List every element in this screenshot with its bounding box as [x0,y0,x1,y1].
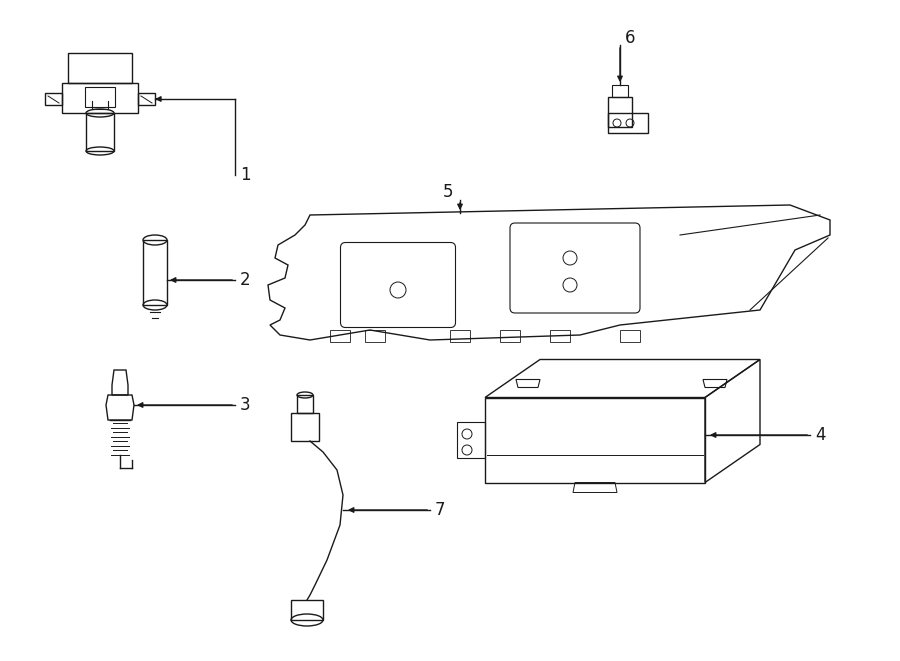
Bar [612,85,628,97]
Bar [457,422,485,458]
Bar [608,97,632,127]
Bar [291,600,323,620]
Text: 5: 5 [443,183,454,201]
Bar [608,113,648,133]
Bar [620,330,640,342]
Bar [450,330,470,342]
Bar [291,413,319,441]
Bar [500,330,520,342]
Text: 3: 3 [240,396,250,414]
Text: 2: 2 [240,271,250,289]
Bar [485,397,705,483]
Bar [297,395,313,413]
Bar [550,330,570,342]
Bar [330,330,350,342]
Text: 1: 1 [240,166,250,184]
Bar [143,240,167,305]
Text: 6: 6 [625,29,635,47]
Bar [365,330,385,342]
Text: 7: 7 [435,501,446,519]
Text: 4: 4 [815,426,825,444]
